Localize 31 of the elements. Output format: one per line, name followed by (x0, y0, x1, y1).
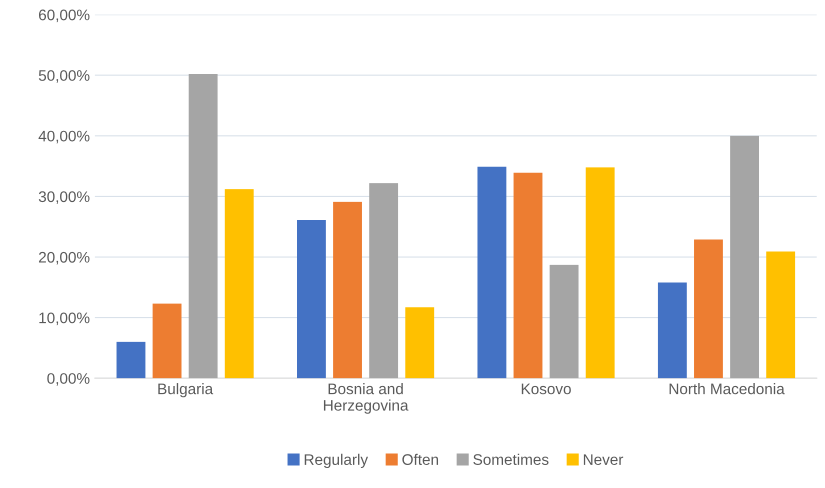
y-tick-label: 60,00% (38, 10, 90, 22)
bar (694, 239, 723, 378)
x-tick-label: Kosovo (522, 384, 571, 394)
bar (297, 220, 326, 378)
legend-label: Never (584, 454, 624, 465)
bar (477, 166, 506, 378)
bar (658, 282, 687, 378)
legend-label: Often (402, 454, 438, 465)
bar (224, 189, 254, 378)
bar (333, 202, 362, 378)
bar (730, 136, 759, 378)
bar (152, 304, 182, 378)
legend-label: Regularly (304, 454, 368, 468)
y-tick-label: 30,00% (38, 191, 90, 204)
y-tick-label: 10,00% (39, 312, 90, 326)
y-tick-label: 50,00% (38, 70, 90, 83)
bar (188, 74, 218, 378)
y-tick-label: 40,00% (38, 130, 90, 144)
bar (116, 342, 146, 378)
bar (550, 264, 579, 378)
bar (405, 307, 434, 378)
bar (586, 167, 615, 378)
x-tick-label: North Macedonia (670, 383, 785, 394)
bar (514, 172, 542, 378)
x-tick-label: Bulgaria (158, 383, 214, 398)
y-tick-label: 20,00% (38, 252, 90, 265)
legend-label: Sometimes (473, 454, 548, 465)
bar (369, 183, 398, 378)
y-tick-label: 0,00% (47, 373, 90, 386)
x-tick-label: Bosnia and Herzegovina (324, 383, 408, 414)
bar (766, 252, 796, 378)
